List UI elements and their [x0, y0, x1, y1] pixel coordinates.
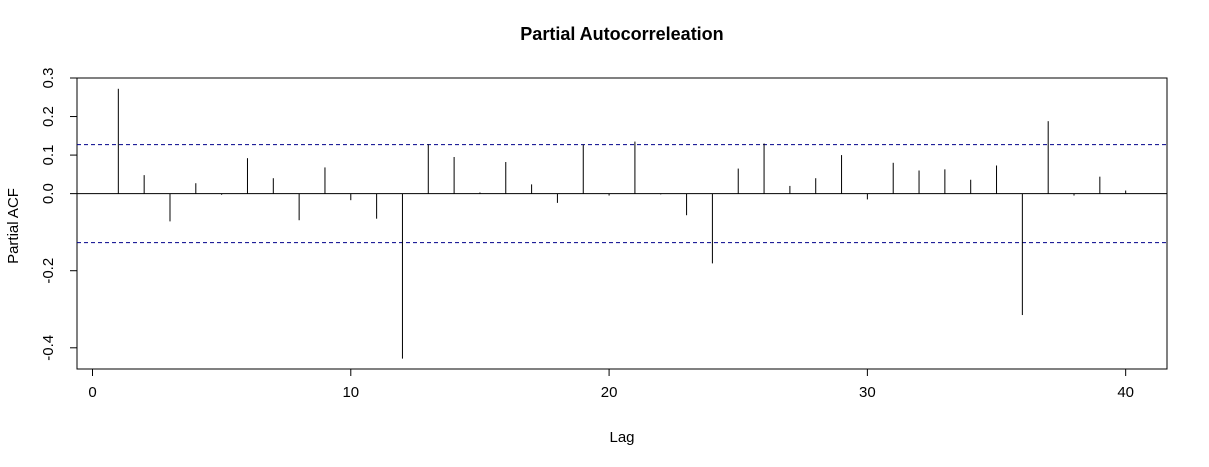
y-tick-label: 0.3 [40, 68, 57, 89]
chart-title: Partial Autocorreleation [520, 24, 723, 44]
pacf-spikes [77, 88, 1167, 359]
x-tick-label: 10 [342, 384, 359, 401]
y-axis: -0.4 -0.2 0.0 0.1 0.2 0.3 [40, 68, 78, 361]
y-axis-label: Partial ACF [5, 188, 22, 264]
y-tick-label: -0.4 [40, 335, 57, 361]
x-axis-label: Lag [609, 429, 634, 446]
y-tick-label: 0.2 [40, 106, 57, 127]
x-tick-label: 0 [88, 384, 96, 401]
y-tick-label: -0.2 [40, 258, 57, 284]
x-axis: 0 10 20 30 40 [88, 368, 1134, 401]
y-tick-label: 0.1 [40, 145, 57, 166]
plot-area-frame [76, 77, 1168, 370]
x-tick-label: 40 [1117, 384, 1134, 401]
x-tick-label: 20 [601, 384, 618, 401]
y-tick-label: 0.0 [40, 183, 57, 204]
x-tick-label: 30 [859, 384, 876, 401]
